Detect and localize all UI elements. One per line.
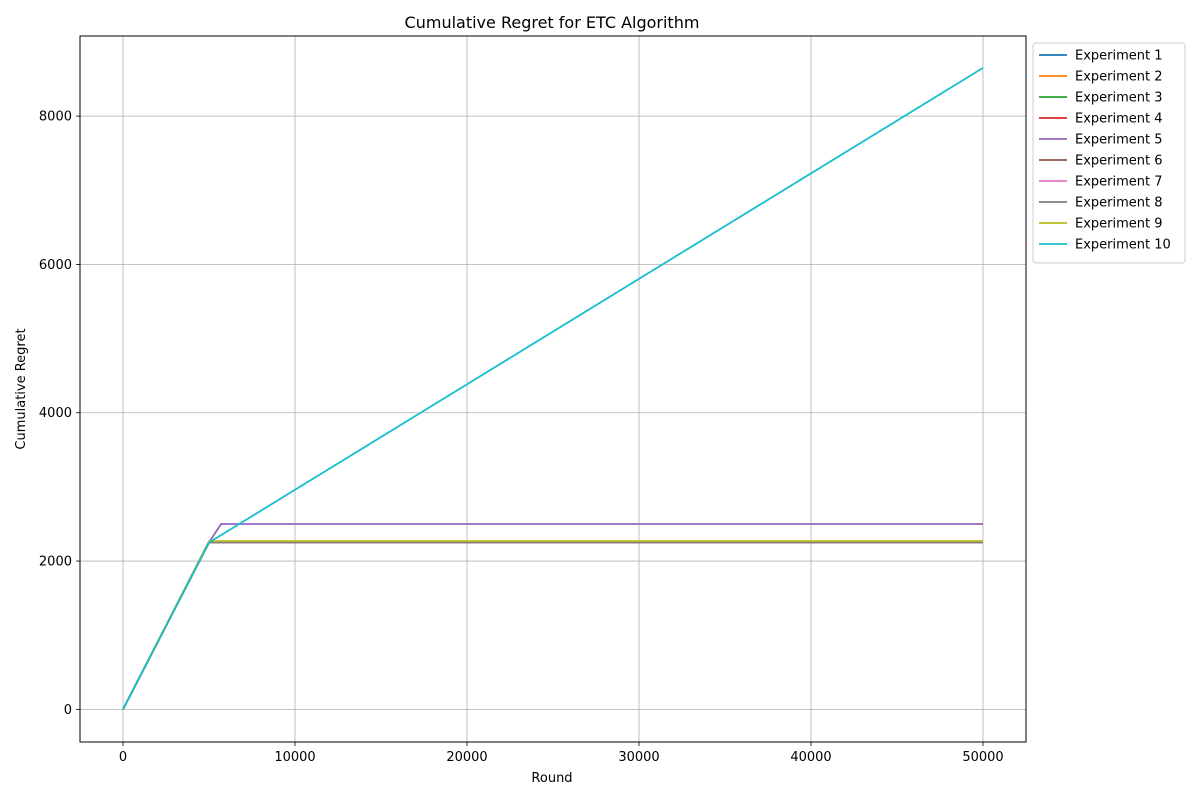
grid-lines — [80, 36, 1026, 742]
legend-label: Experiment 10 — [1075, 238, 1171, 253]
series-line-experiment-10 — [122, 67, 984, 710]
y-tick-label: 8000 — [39, 110, 72, 125]
axis-ticks: 0 10000 20000 30000 40000 50000 0 2000 4000 6000 8… — [39, 110, 1004, 765]
x-tick-label: 30000 — [618, 750, 659, 765]
x-tick-label: 10000 — [274, 750, 315, 765]
legend-label: Experiment 9 — [1075, 217, 1163, 232]
plot-frame — [79, 35, 1027, 743]
x-tick-label: 20000 — [446, 750, 487, 765]
series-lines — [122, 67, 984, 710]
legend-label: Experiment 2 — [1075, 70, 1163, 85]
y-tick-label: 0 — [64, 703, 72, 718]
y-tick-label: 6000 — [39, 258, 72, 273]
legend: Experiment 1 Experiment 2 Experiment 3 Expe… — [1032, 42, 1186, 264]
y-axis-label: Cumulative Regret — [14, 328, 29, 449]
legend-label: Experiment 3 — [1075, 91, 1163, 106]
legend-label: Experiment 6 — [1075, 154, 1163, 169]
legend-label: Experiment 4 — [1075, 112, 1163, 127]
legend-box — [1032, 42, 1186, 264]
x-tick-label: 50000 — [962, 750, 1003, 765]
legend-label: Experiment 5 — [1075, 133, 1163, 148]
chart-title: Cumulative Regret for ETC Algorithm — [405, 13, 700, 32]
legend-label: Experiment 1 — [1075, 49, 1163, 64]
x-axis-label: Round — [531, 771, 572, 786]
legend-label: Experiment 8 — [1075, 196, 1163, 211]
legend-label: Experiment 7 — [1075, 175, 1163, 190]
x-tick-label: 0 — [119, 750, 127, 765]
x-tick-label: 40000 — [790, 750, 831, 765]
y-tick-label: 2000 — [39, 555, 72, 570]
y-tick-label: 4000 — [39, 406, 72, 421]
